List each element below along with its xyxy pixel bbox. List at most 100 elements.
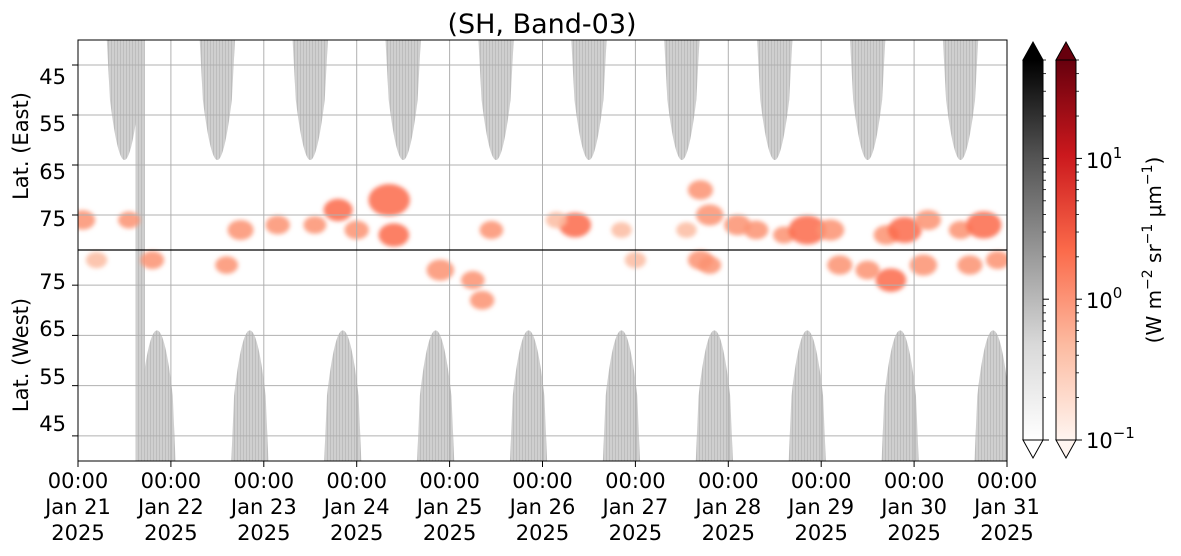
x-tick-label: 00:00 Jan 25 2025 [415, 469, 483, 545]
y-tick-label: 65 [39, 317, 66, 341]
daylight-band-east [385, 40, 421, 160]
emission-blob [479, 220, 504, 240]
x-tick-label: 00:00 Jan 26 2025 [508, 469, 576, 545]
colorbar-tick-label: 101 [1086, 144, 1122, 173]
emission-blob [215, 256, 239, 274]
emission-blob [887, 217, 922, 243]
daylight-band-west [788, 330, 826, 461]
emission-blob [78, 210, 96, 230]
x-tick-label-line: 2025 [887, 521, 940, 545]
colorbar-tick-base: 10 [1086, 429, 1113, 453]
colorbar-tick-exp: −1 [1113, 424, 1135, 442]
emission-blob [676, 222, 697, 238]
colorbar-greys-bar [1022, 59, 1044, 441]
x-tick-label-line: 00:00 [512, 469, 573, 493]
x-tick-label-line: 00:00 [234, 469, 295, 493]
emission-blob [611, 222, 632, 238]
daylight-band-west [509, 330, 548, 461]
x-tick-label: 00:00 Jan 27 2025 [601, 469, 669, 545]
x-tick-label-line: 2025 [980, 521, 1033, 545]
x-tick-label-line: 2025 [51, 521, 104, 545]
x-tick-label-line: 2025 [144, 521, 197, 545]
colorbar-label-part: ) [1142, 157, 1166, 165]
colorbar-ticks [1043, 59, 1082, 441]
y-tick-label: 45 [39, 65, 66, 89]
daylight-band-east [757, 40, 793, 160]
colorbar-tick-label: 10−1 [1086, 424, 1135, 453]
emission-blob [915, 210, 942, 230]
x-tick-label-line: Jan 23 [229, 495, 297, 519]
emission-blob [687, 180, 714, 200]
x-tick-label-line: 00:00 [48, 469, 109, 493]
daylight-band-east [571, 40, 607, 160]
x-tick-label-line: Jan 31 [972, 495, 1040, 519]
x-tick-label: 00:00 Jan 29 2025 [786, 469, 854, 545]
y-ticks: 45 55 65 75 75 65 55 45 [39, 65, 66, 436]
colorbar-reds-max-arrow [1055, 40, 1077, 61]
x-tick-label-line: 2025 [609, 521, 662, 545]
svg-text:10−1: 10−1 [1086, 424, 1135, 453]
emission-blob [323, 198, 353, 222]
emission-blob [957, 255, 983, 275]
emission-blob [985, 250, 1007, 270]
y-tick-label: 75 [39, 270, 66, 294]
colorbar-tick-label: 100 [1086, 284, 1122, 313]
colorbar-greys-min-arrow [1022, 439, 1044, 460]
daylight-band-east [664, 40, 700, 160]
x-tick-label-line: 00:00 [605, 469, 666, 493]
y-axis-label-west: Lat. (West) [9, 298, 33, 412]
emission-blob [118, 211, 141, 229]
x-tick-label-line: Jan 27 [601, 495, 669, 519]
daylight-band-east [849, 40, 886, 160]
x-tick-label-line: 00:00 [419, 469, 480, 493]
daylight-band-east [942, 40, 979, 160]
colorbar-tick-base: 10 [1086, 289, 1113, 313]
emission-blob [909, 254, 938, 276]
x-tick-label-line: Jan 25 [415, 495, 483, 519]
daylight-band-west [138, 330, 176, 461]
x-tick-label: 00:00 Jan 23 2025 [229, 469, 297, 545]
colorbar-label-part: (W m [1142, 290, 1166, 343]
x-tick-label: 00:00 Jan 31 2025 [972, 469, 1040, 545]
x-tick-label-line: 00:00 [884, 469, 945, 493]
emission-blob [85, 251, 108, 269]
colorbar-reds [1055, 40, 1077, 460]
colorbar-tick-exp: 0 [1113, 284, 1123, 302]
x-tick-label-line: Jan 26 [508, 495, 576, 519]
svg-text:101: 101 [1086, 144, 1122, 173]
x-tick-label: 00:00 Jan 21 2025 [43, 469, 111, 545]
daylight-band-east [106, 40, 143, 160]
x-tick-label-line: 2025 [423, 521, 476, 545]
emission-blob [426, 259, 455, 281]
colorbar-reds-bar [1055, 59, 1077, 441]
emission-blob [227, 220, 254, 240]
x-tick-label-line: 00:00 [791, 469, 852, 493]
x-tick-label: 00:00 Jan 22 2025 [136, 469, 204, 545]
x-tick-label-line: Jan 30 [879, 495, 947, 519]
x-tick-label: 00:00 Jan 30 2025 [879, 469, 947, 545]
daylight-band-east [199, 40, 236, 160]
emission-blob [140, 250, 165, 270]
aurora-emission [78, 180, 1007, 310]
colorbar-label-part: μm [1142, 185, 1166, 224]
daylight-band-west [974, 330, 1007, 461]
daylight-band-west [231, 330, 269, 461]
colorbar-tick-base: 10 [1086, 149, 1113, 173]
x-tick-label-line: 00:00 [141, 469, 202, 493]
colorbar-label: (W m−2 sr−1 μm−1) [1140, 157, 1166, 344]
y-tick-marks [72, 64, 78, 437]
emission-blob [545, 211, 568, 229]
colorbar-reds-min-arrow [1055, 439, 1077, 460]
x-tick-label-line: 2025 [794, 521, 847, 545]
x-tick-label-line: Jan 21 [43, 495, 111, 519]
svg-text:100: 100 [1086, 284, 1122, 313]
daylight-band-east [478, 40, 514, 160]
colorbar-greys-max-arrow [1022, 40, 1044, 61]
emission-blob [378, 223, 410, 247]
y-tick-label: 55 [39, 112, 66, 136]
x-tick-label-line: 00:00 [698, 469, 759, 493]
emission-blob [368, 184, 411, 216]
x-tick-label: 00:00 Jan 28 2025 [693, 469, 761, 545]
emission-blob [827, 255, 853, 275]
chart-title: (SH, Band-03) [447, 9, 636, 40]
